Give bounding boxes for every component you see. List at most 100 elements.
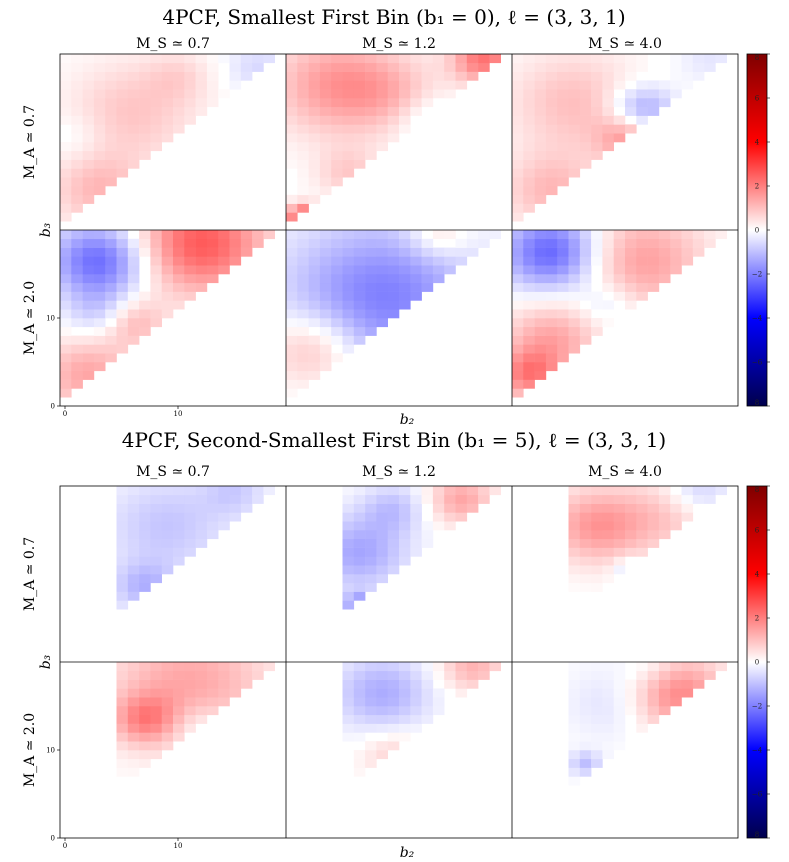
heatmap-pixel (206, 494, 219, 504)
heatmap-pixel (647, 89, 660, 99)
heatmap-pixel (658, 679, 671, 689)
heatmap-pixel (365, 538, 377, 548)
heatmap-pixel (387, 71, 400, 81)
heatmap-pixel (297, 274, 309, 284)
heatmap-pixel (342, 282, 355, 292)
heatmap-pixel (331, 71, 343, 81)
heatmap-pixel (342, 679, 355, 689)
heatmap-pixel (82, 370, 95, 380)
heatmap-pixel (353, 98, 366, 108)
heatmap-pixel (93, 256, 106, 266)
heatmap-pixel (150, 300, 162, 310)
heatmap-pixel (353, 133, 366, 143)
heatmap-pixel (319, 98, 332, 108)
heatmap-pixel (308, 89, 321, 99)
heatmap-pixel (127, 62, 140, 72)
heatmap-pixel (523, 150, 535, 160)
heatmap-pixel (173, 89, 185, 99)
heatmap-pixel (60, 115, 72, 125)
heatmap-pixel (60, 89, 72, 99)
heatmap-pixel (523, 71, 535, 81)
heatmap-pixel (376, 106, 388, 116)
heatmap-pixel (206, 62, 219, 72)
heatmap-pixel (139, 723, 151, 733)
heatmap-pixel (82, 265, 95, 275)
heatmap-pixel (353, 706, 366, 716)
heatmap-pixel (342, 291, 355, 301)
heatmap-pixel (286, 256, 298, 266)
heatmap-pixel (161, 71, 174, 81)
heatmap-pixel (681, 512, 694, 522)
heatmap-pixel (387, 530, 400, 540)
heatmap-pixel (297, 344, 309, 354)
heatmap-pixel (173, 706, 185, 716)
heatmap-pixel (127, 767, 140, 777)
heatmap-pixel (591, 230, 603, 240)
heatmap-pixel (161, 238, 174, 248)
heatmap-pixel (387, 714, 400, 724)
heatmap-pixel (421, 282, 434, 292)
heatmap-pixel (105, 238, 117, 248)
heatmap-pixel (557, 274, 569, 284)
heatmap-pixel (613, 62, 626, 72)
heatmap-pixel (647, 486, 660, 496)
heatmap-pixel (545, 80, 558, 90)
heatmap-pixel (557, 256, 569, 266)
heatmap-pixel (579, 230, 592, 240)
heatmap-pixel (60, 335, 72, 345)
heatmap-pixel (286, 212, 298, 222)
heatmap-pixel (602, 538, 614, 548)
heatmap-pixel (82, 318, 95, 328)
heatmap-pixel (93, 238, 106, 248)
heatmap-pixel (523, 186, 535, 196)
heatmap-pixel (319, 106, 332, 116)
heatmap-pixel (387, 256, 400, 266)
heatmap-pixel (478, 238, 490, 248)
heatmap-pixel (229, 54, 242, 64)
heatmap-pixel (387, 89, 400, 99)
heatmap-pixel (353, 732, 366, 742)
heatmap-pixel (331, 318, 343, 328)
heatmap-pixel (613, 265, 626, 275)
heatmap-pixel (218, 670, 230, 680)
heatmap-pixel (421, 670, 434, 680)
heatmap-pixel (432, 494, 445, 504)
heatmap-pixel (579, 530, 592, 540)
heatmap-pixel (82, 186, 95, 196)
heatmap-pixel (681, 670, 694, 680)
heatmap-pixel (82, 335, 95, 345)
heatmap-pixel (150, 688, 162, 698)
heatmap-pixel (602, 732, 614, 742)
heatmap-pixel (523, 318, 535, 328)
heatmap-pixel (60, 238, 72, 248)
heatmap-pixel (105, 71, 117, 81)
heatmap-pixel (342, 706, 355, 716)
heatmap-pixel (602, 230, 614, 240)
heatmap-pixel (161, 106, 174, 116)
colorbar-tick-label: −2 (752, 703, 762, 711)
heatmap-pixel (591, 494, 603, 504)
heatmap-pixel (365, 326, 377, 336)
heatmap-pixel (184, 230, 196, 240)
heatmap-pixel (60, 300, 72, 310)
column-label: M_S ≃ 1.2 (362, 36, 436, 52)
heatmap-pixel (342, 318, 355, 328)
heatmap-pixel (173, 538, 185, 548)
heatmap-pixel (636, 98, 648, 108)
heatmap-pixel (173, 291, 185, 301)
y-tick-label: 10 (46, 747, 55, 755)
heatmap-pixel (534, 335, 547, 345)
heatmap-pixel (625, 503, 637, 513)
heatmap-pixel (116, 98, 129, 108)
heatmap-pixel (127, 556, 140, 566)
heatmap-pixel (534, 133, 547, 143)
heatmap-pixel (60, 177, 72, 187)
heatmap-pixel (139, 247, 151, 257)
heatmap-pixel (512, 335, 524, 345)
heatmap-pixel (127, 142, 140, 152)
heatmap-pixel (444, 662, 456, 672)
heatmap-pixel (704, 230, 716, 240)
heatmap-pixel (331, 247, 343, 257)
x-axis-label: b₂ (400, 845, 415, 861)
